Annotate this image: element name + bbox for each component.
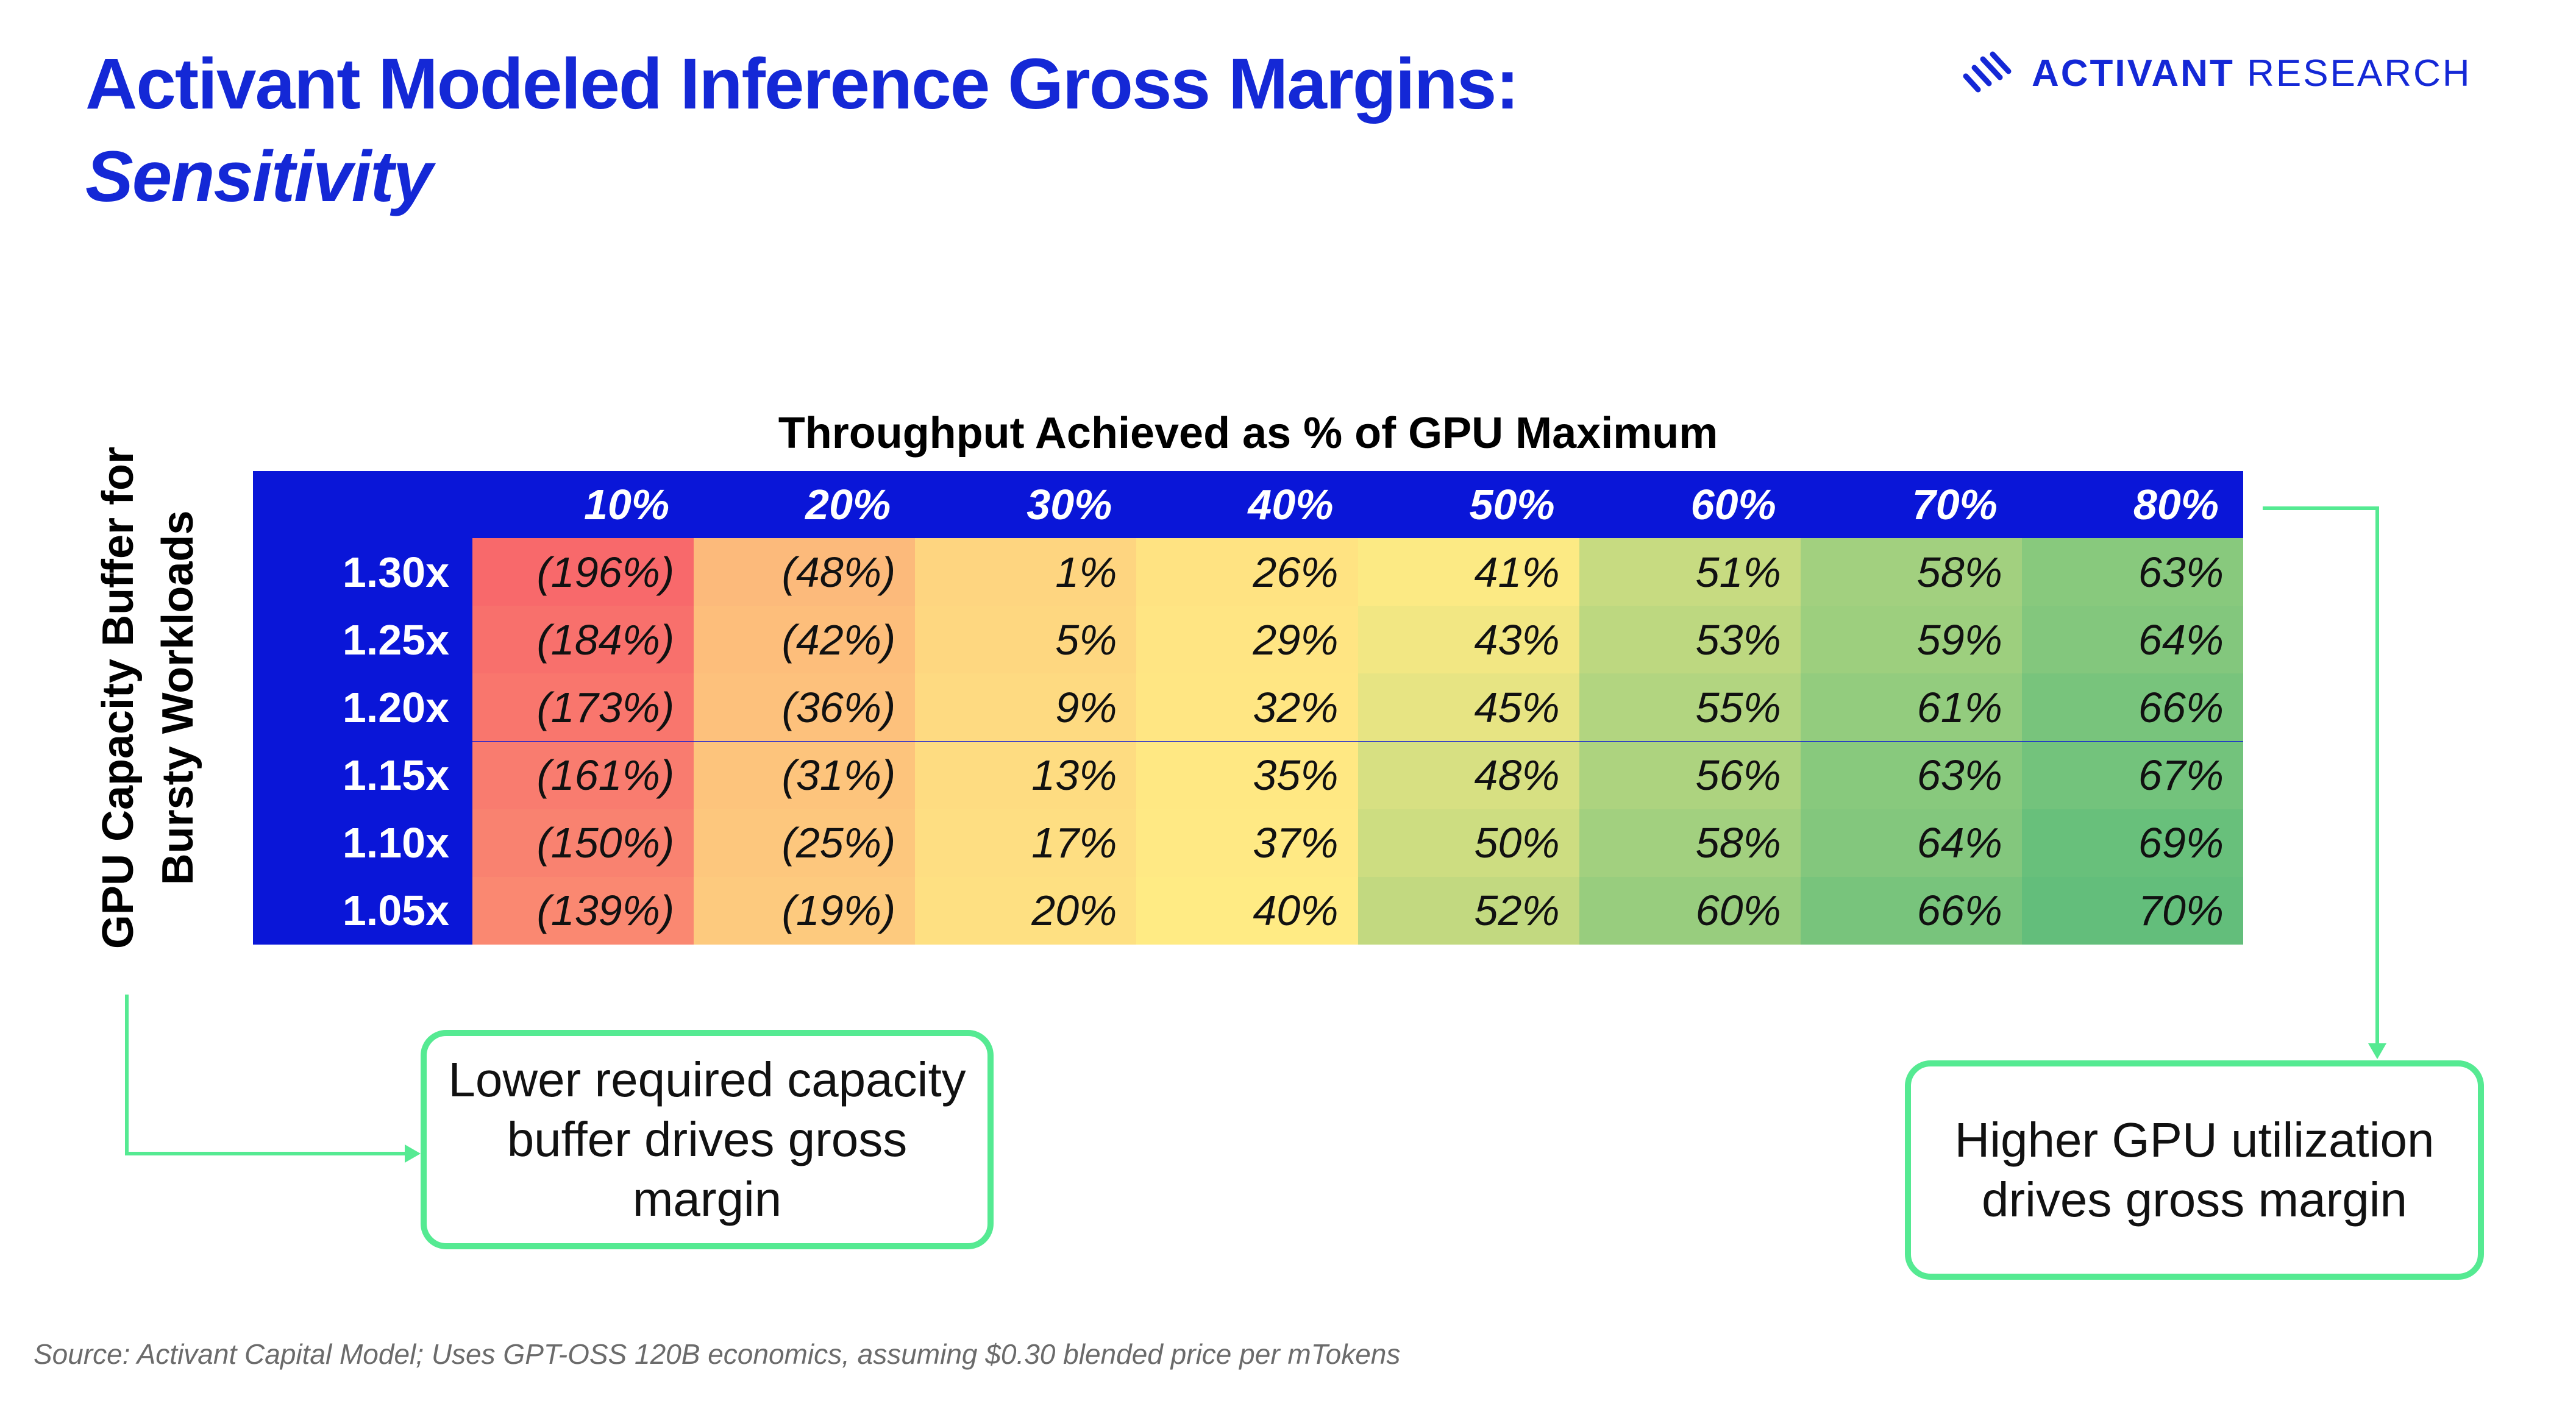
column-header: 20% [805, 481, 891, 528]
logo: ACTIVANT RESEARCH [1960, 43, 2472, 104]
subtitle-text: Sensitivity [85, 137, 433, 217]
callout-gpu-utilization: Higher GPU utilization drives gross marg… [1905, 1060, 2484, 1280]
heatmap-cell: 55% [1579, 673, 1801, 742]
heatmap-cell: 20% [915, 876, 1137, 945]
heatmap-cell: 66% [1800, 876, 2022, 945]
heatmap-cell: 1% [915, 538, 1137, 606]
heatmap-cell: (42%) [694, 606, 916, 674]
heatmap-cell: (19%) [694, 876, 916, 945]
heatmap-cell: 67% [2021, 741, 2243, 809]
row-label: 1.20x [342, 683, 449, 731]
heatmap-cell: 37% [1136, 809, 1358, 877]
left-arrowhead-icon [405, 1144, 421, 1163]
heatmap-cell: (173%) [472, 673, 694, 742]
heatmap-cell: (196%) [472, 538, 694, 606]
logo-text-bold: ACTIVANT [2032, 52, 2235, 94]
logo-text: ACTIVANT RESEARCH [2032, 52, 2472, 95]
heatmap-cell: 50% [1357, 809, 1579, 877]
heatmap-cell: 58% [1800, 538, 2022, 606]
column-header: 10% [584, 481, 670, 528]
heatmap-cell: 69% [2021, 809, 2243, 877]
heatmap-cell: 43% [1357, 606, 1579, 674]
heatmap-cell: (150%) [472, 809, 694, 877]
column-header: 50% [1469, 481, 1555, 528]
heatmap-cell: 35% [1136, 741, 1358, 809]
heatmap-cell: 64% [1800, 809, 2022, 877]
column-header: 80% [2133, 481, 2219, 528]
heatmap-cell: 48% [1357, 741, 1579, 809]
x-axis-title: Throughput Achieved as % of GPU Maximum [778, 409, 1718, 458]
heatmap-cell: 40% [1136, 876, 1358, 945]
row-label: 1.10x [342, 819, 449, 867]
heatmap-cell: 51% [1579, 538, 1801, 606]
heatmap-cell: 64% [2021, 606, 2243, 674]
heatmap-cell: (161%) [472, 741, 694, 809]
logo-mark-icon [1963, 51, 2012, 93]
heatmap-cell: 45% [1357, 673, 1579, 742]
callout-right-text: Higher GPU utilization drives gross marg… [1954, 1113, 2435, 1227]
heatmap-cell: 9% [915, 673, 1137, 742]
heatmap-cell: 61% [1800, 673, 2022, 742]
heatmap-cell: 63% [2021, 538, 2243, 606]
right-arrowhead-icon [2368, 1043, 2386, 1059]
heatmap-cell: (184%) [472, 606, 694, 674]
heatmap-table: 10% 20% 30% 40% 50% 60% 70% 80% 1.30x (196%) (48%)… [253, 471, 2243, 945]
left-connector-line [125, 995, 410, 1155]
heatmap-cell: 63% [1800, 741, 2022, 809]
heatmap-cell: 60% [1579, 876, 1801, 945]
heatmap-cell: (25%) [694, 809, 916, 877]
column-header: 30% [1026, 481, 1112, 528]
logo-text-light: RESEARCH [2247, 52, 2472, 94]
column-header: 40% [1248, 481, 1334, 528]
heatmap-cell: 59% [1800, 606, 2022, 674]
heatmap-cell: 26% [1136, 538, 1358, 606]
heatmap-cell: 5% [915, 606, 1137, 674]
heatmap-cell: 17% [915, 809, 1137, 877]
heatmap-cell: 32% [1136, 673, 1358, 742]
heatmap-cell: (48%) [694, 538, 916, 606]
heatmap-cell: (31%) [694, 741, 916, 809]
source-note: Source: Activant Capital Model; Uses GPT… [34, 1338, 1401, 1370]
heatmap-cell: (36%) [694, 673, 916, 742]
row-label: 1.05x [342, 887, 449, 935]
row-label: 1.25x [342, 616, 449, 664]
column-header: 60% [1690, 481, 1776, 528]
heatmap-cell: 41% [1357, 538, 1579, 606]
callout-capacity-buffer: Lower required capacity buffer drives gr… [421, 1030, 994, 1249]
page-title: Activant Modeled Inference Gross Margins… [85, 38, 1520, 223]
heatmap-cell: 70% [2021, 876, 2243, 945]
title-text: Activant Modeled Inference Gross Margins… [85, 44, 1520, 124]
heatmap-cell: (139%) [472, 876, 694, 945]
heatmap-cell: 53% [1579, 606, 1801, 674]
heatmap-cell: 52% [1357, 876, 1579, 945]
row-label: 1.30x [342, 548, 449, 596]
heatmap-cell: 66% [2021, 673, 2243, 742]
heatmap-cell: 29% [1136, 606, 1358, 674]
right-connector-line [2263, 506, 2379, 1047]
heatmap-cell: 58% [1579, 809, 1801, 877]
callout-left-text: Lower required capacity buffer drives gr… [448, 1052, 966, 1226]
row-label: 1.15x [342, 751, 449, 800]
heatmap-cell: 13% [915, 741, 1137, 809]
heatmap-cell: 56% [1579, 741, 1801, 809]
column-header: 70% [1912, 481, 1998, 528]
